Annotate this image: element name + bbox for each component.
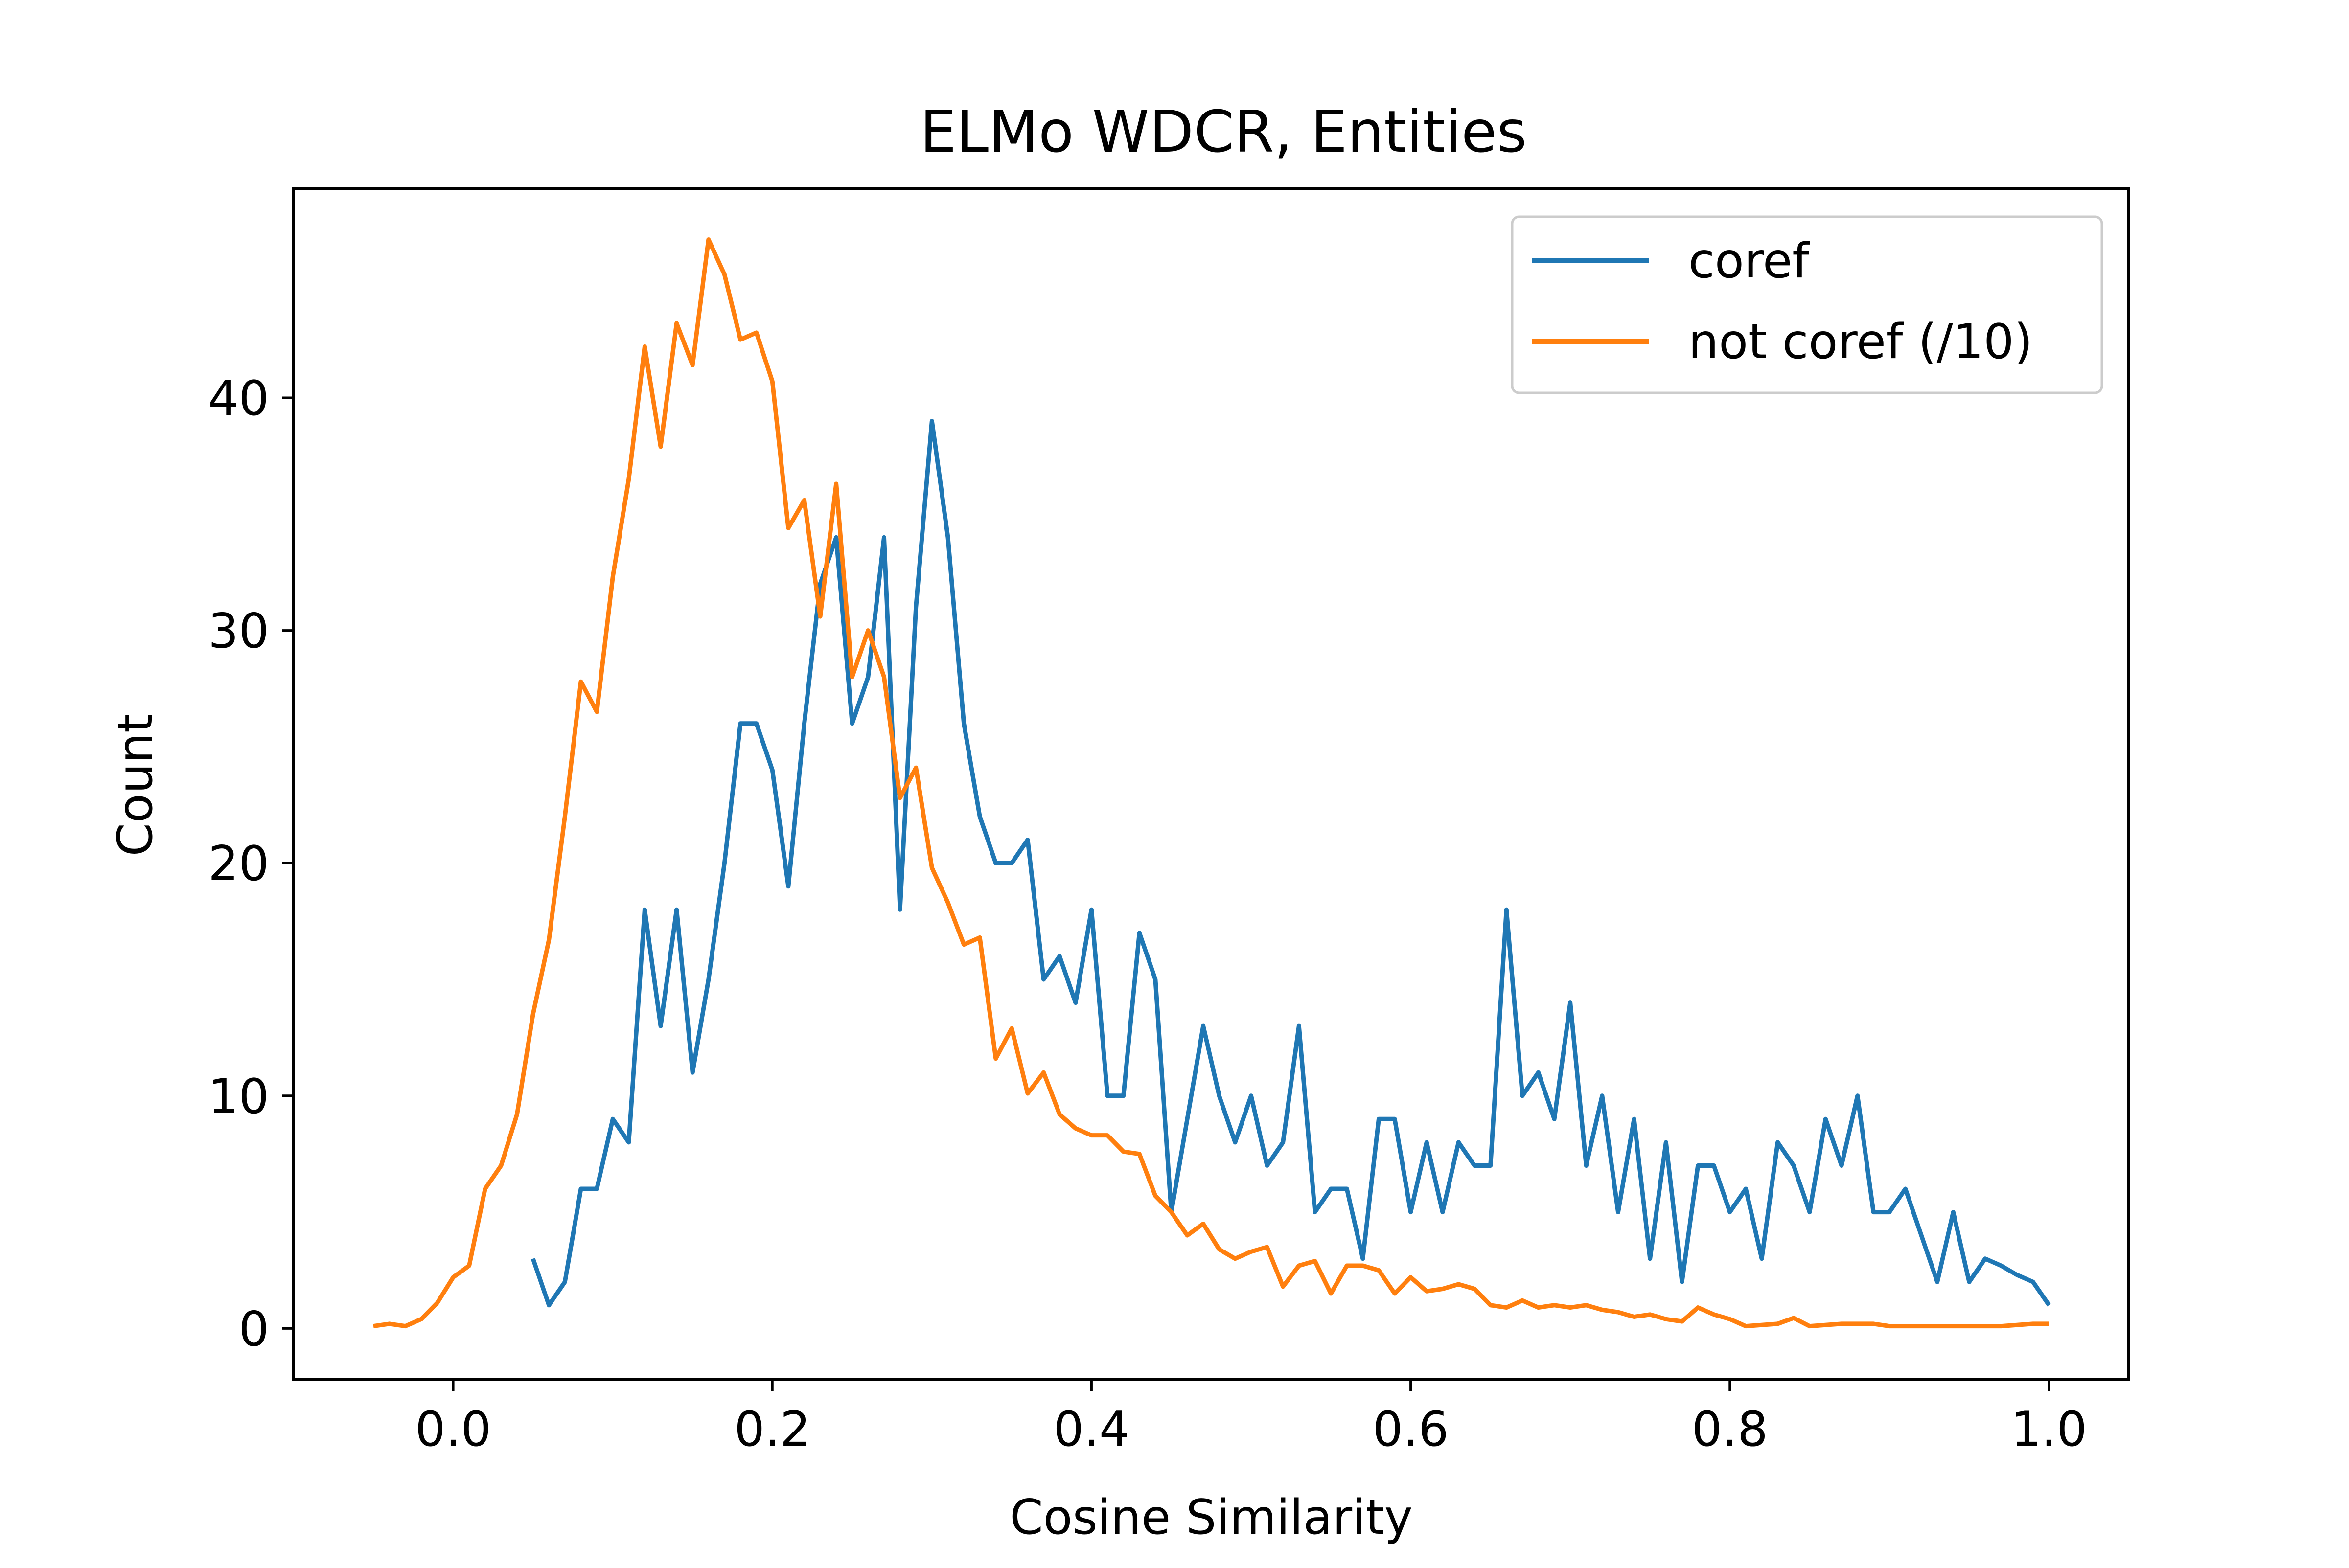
legend: coref not coref (/10): [1511, 215, 2103, 394]
y-axis-ticks: 0 10 20 30 40: [208, 371, 294, 1357]
y-tick-label: 0: [239, 1301, 269, 1357]
x-tick-label: 0.4: [1054, 1402, 1130, 1457]
y-tick-label: 30: [208, 604, 269, 659]
x-tick-label: 1.0: [2011, 1402, 2087, 1457]
y-tick-label: 20: [208, 836, 269, 892]
legend-label-coref: coref: [1688, 233, 1810, 289]
y-tick-label: 10: [208, 1069, 269, 1125]
legend-label-not-coref: not coref (/10): [1688, 314, 2033, 370]
x-tick-label: 0.2: [734, 1402, 810, 1457]
plot-area-frame: [292, 187, 2130, 1381]
chart-title: ELMo WDCR, Entities: [920, 98, 1527, 165]
x-tick-label: 0.8: [1692, 1402, 1768, 1457]
x-tick-label: 0.6: [1373, 1402, 1449, 1457]
legend-box: [1511, 215, 2103, 394]
series-line-not-coref-10: [373, 237, 2049, 1329]
x-axis-ticks: 0.0 0.2 0.4 0.6 0.8 1.0: [415, 1380, 2087, 1457]
series-layer: [373, 237, 2051, 1329]
x-tick-label: 0.0: [415, 1402, 491, 1457]
y-tick-label: 40: [208, 371, 269, 427]
series-line-coref: [530, 419, 2051, 1308]
x-axis-label: Cosine Similarity: [1010, 1490, 1413, 1545]
y-axis-label: Count: [108, 714, 163, 856]
